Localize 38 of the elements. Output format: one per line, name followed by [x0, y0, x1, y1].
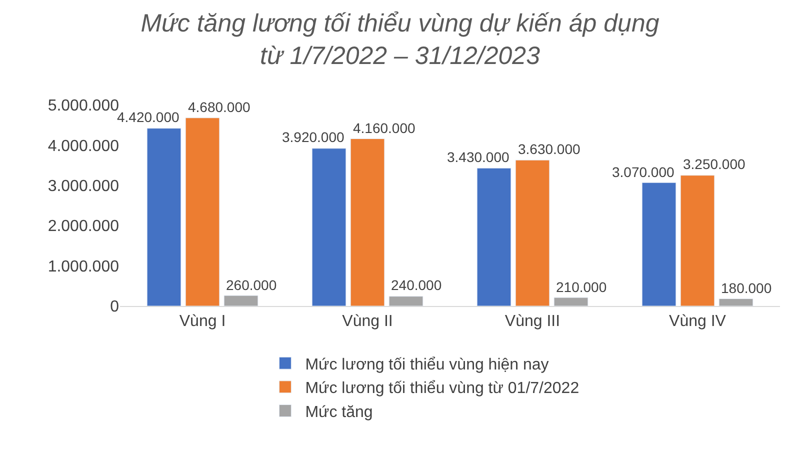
data-label: 3.430.000: [447, 149, 510, 165]
data-label: 260.000: [226, 277, 277, 293]
data-label: 240.000: [391, 277, 442, 293]
data-label: 4.160.000: [353, 120, 416, 136]
bar: [312, 148, 346, 306]
y-tick-label: 3.000.000: [48, 178, 120, 195]
chart-title: Mức tăng lương tối thiểu vùng dự kiến áp dụng từ 1/7/2022 – 31/12/2023: [140, 9, 660, 70]
bar: [515, 160, 550, 306]
bar: [642, 182, 676, 306]
x-tick-label: Vùng I: [179, 313, 226, 330]
legend-label: Mức lương tối thiểu vùng từ 01/7/2022: [305, 380, 580, 398]
y-tick-label: 0: [110, 298, 120, 316]
legend-label: Mức lương tối thiểu vùng hiện nay: [305, 356, 549, 374]
legend-label: Mức tăng: [305, 404, 373, 421]
x-tick-label: Vùng IV: [669, 313, 726, 330]
data-label: 3.920.000: [282, 129, 344, 145]
y-tick-label: 2.000.000: [48, 218, 120, 236]
data-label: 4.680.000: [188, 99, 250, 115]
bar: [554, 297, 588, 306]
y-tick-label: 4.000.000: [48, 138, 120, 155]
data-label: 3.250.000: [683, 156, 746, 172]
y-tick-label: 1.000.000: [48, 258, 120, 276]
x-tick-label: Vùng II: [342, 313, 393, 330]
bar: [146, 128, 182, 306]
bar: [185, 118, 220, 306]
bar: [680, 175, 715, 306]
data-label: 180.000: [721, 280, 772, 296]
data-label: 3.070.000: [612, 164, 674, 180]
bar: [476, 168, 512, 306]
bar: [224, 295, 258, 306]
data-label: 3.630.000: [518, 141, 580, 157]
bar: [350, 138, 385, 306]
bar: [388, 296, 424, 306]
y-tick-label: 5.000.000: [48, 98, 120, 115]
data-label: 4.420.000: [117, 109, 180, 125]
data-label: 210.000: [556, 279, 607, 295]
x-tick-label: Vùng III: [504, 313, 560, 330]
bar: [718, 298, 754, 306]
